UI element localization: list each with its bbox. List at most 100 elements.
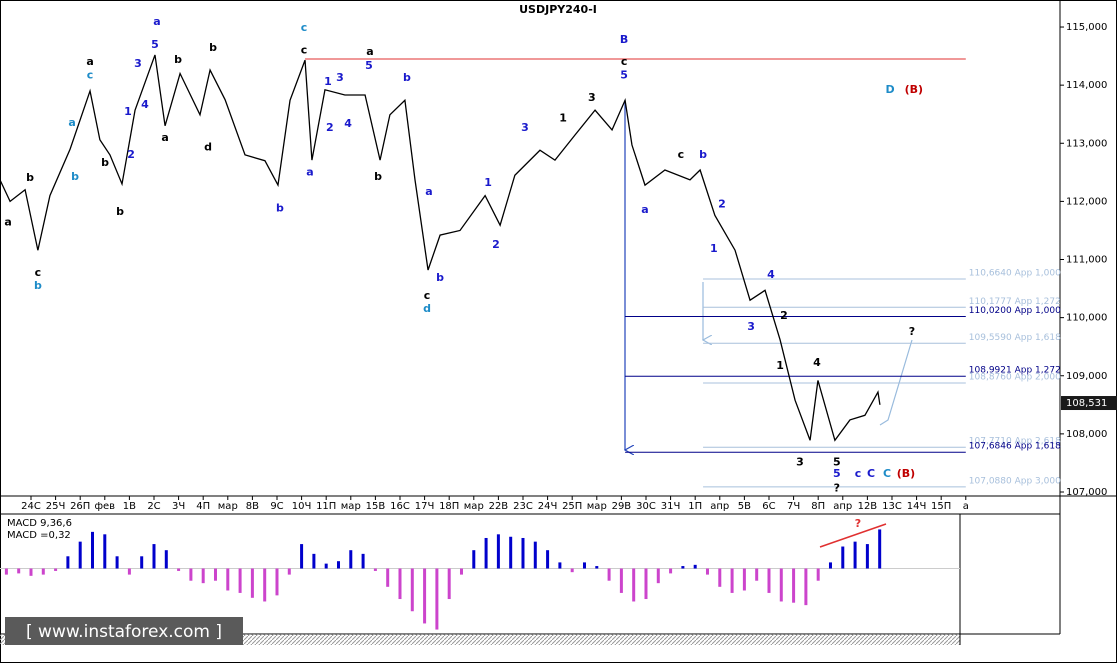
- y-tick-label: 113,000: [1066, 138, 1107, 149]
- x-tick-label: мар: [464, 501, 484, 512]
- projection: [879, 339, 913, 426]
- wave-label: b: [403, 71, 411, 84]
- macd-bar: [164, 550, 168, 569]
- macd-bar: [152, 544, 156, 569]
- wave-label: b: [26, 171, 34, 184]
- macd-bar: [263, 568, 267, 602]
- wave-label: 2: [326, 121, 334, 134]
- level-label: 107,6846 App 1,618: [969, 442, 1061, 452]
- wave-label: a: [153, 15, 160, 28]
- wave-label: c: [301, 43, 308, 56]
- wave-label: 1: [776, 359, 784, 372]
- wave-label: (B): [905, 83, 923, 96]
- macd-bar: [447, 568, 451, 600]
- wave-label: 4: [344, 117, 352, 130]
- macd-bar: [533, 541, 537, 569]
- x-tick-label: 6С: [762, 501, 775, 512]
- macd-bar: [558, 562, 562, 569]
- x-tick-label: мар: [587, 501, 607, 512]
- wave-label: c: [424, 289, 431, 302]
- macd-bar: [287, 568, 291, 575]
- x-tick-label: 31Ч: [661, 501, 681, 512]
- last-price-box: [1061, 396, 1117, 411]
- x-tick-label: 1В: [123, 501, 136, 512]
- macd-bar: [54, 568, 58, 571]
- x-tick-label: 24Ч: [538, 501, 558, 512]
- macd-bar: [349, 550, 353, 569]
- watermark: [ www.instaforex.com ]: [26, 622, 222, 642]
- wave-label: c: [678, 148, 685, 161]
- wave-label: 4: [813, 356, 821, 369]
- macd-bar: [582, 562, 586, 569]
- x-tick-label: 9С: [270, 501, 283, 512]
- divergence-mark: ?: [855, 517, 861, 530]
- macd-bar: [546, 550, 550, 569]
- macd-bar: [312, 553, 316, 569]
- macd-bar: [878, 529, 882, 569]
- wave-label: 3: [521, 121, 529, 134]
- macd-bar: [78, 541, 82, 569]
- wave-label: a: [306, 165, 313, 178]
- x-tick-label: 3Ч: [172, 501, 185, 512]
- wave-label: a: [641, 203, 648, 216]
- wave-label: b: [699, 148, 707, 161]
- wave-label: 3: [796, 455, 804, 468]
- level-label: 107,7710 App 2,618: [969, 437, 1061, 447]
- wave-label: (B): [897, 467, 915, 480]
- divergence-line: [819, 523, 887, 548]
- macd-bar: [140, 556, 144, 569]
- wave-label: 4: [141, 98, 149, 111]
- wave-label: ?: [909, 325, 915, 338]
- macd-bar: [189, 568, 193, 581]
- wave-label: a: [68, 116, 75, 129]
- wave-label: d: [423, 302, 431, 315]
- wave-label: a: [161, 131, 168, 144]
- wave-label: c: [621, 55, 628, 68]
- macd-bar: [767, 568, 771, 593]
- wave-label: a: [425, 185, 432, 198]
- wave-label: 5: [365, 59, 373, 72]
- y-tick-label: 109,000: [1066, 371, 1107, 382]
- wave-label: b: [174, 53, 182, 66]
- macd-bar: [792, 568, 796, 603]
- wave-label: b: [34, 279, 42, 292]
- wave-label: a: [4, 215, 11, 228]
- macd-value: MACD =0,32: [7, 530, 71, 541]
- wave-label: 2: [780, 309, 788, 322]
- x-tick-label: 12В: [858, 501, 878, 512]
- macd-bar: [705, 568, 709, 575]
- wave-label: c: [35, 266, 42, 279]
- x-tick-label: 23С: [513, 501, 533, 512]
- x-tick-label: 16С: [390, 501, 410, 512]
- wave-label: C: [883, 467, 891, 480]
- x-tick-label: 14Ч: [907, 501, 927, 512]
- wave-label: b: [116, 205, 124, 218]
- wave-label: c: [301, 21, 308, 34]
- wave-label: c: [87, 68, 94, 81]
- x-tick-label: 4П: [196, 501, 210, 512]
- macd-bar: [386, 568, 390, 587]
- macd-bar: [853, 541, 857, 569]
- y-tick-label: 114,000: [1066, 80, 1107, 91]
- x-tick-label: 8В: [246, 501, 259, 512]
- wave-label: 1: [324, 75, 332, 88]
- y-tick-label: 110,000: [1066, 313, 1107, 324]
- wave-label: b: [71, 170, 79, 183]
- x-tick-label: мар: [218, 501, 238, 512]
- level-label: 110,0200 App 1,000: [969, 306, 1061, 316]
- macd-title: MACD 9,36,6: [7, 518, 72, 529]
- macd-bar: [4, 568, 8, 575]
- wave-label: c: [855, 467, 862, 480]
- macd-bar: [300, 544, 304, 569]
- macd-bar: [730, 568, 734, 593]
- macd-bar: [423, 568, 427, 624]
- wave-label: b: [436, 271, 444, 284]
- x-tick-label: 30С: [636, 501, 656, 512]
- wave-label: 1: [124, 105, 132, 118]
- wave-label: 5: [151, 38, 159, 51]
- wave-label: 1: [559, 111, 567, 124]
- macd-bar: [632, 568, 636, 602]
- macd-bar: [336, 561, 340, 569]
- macd-bar: [90, 531, 94, 569]
- macd-bar: [841, 546, 845, 569]
